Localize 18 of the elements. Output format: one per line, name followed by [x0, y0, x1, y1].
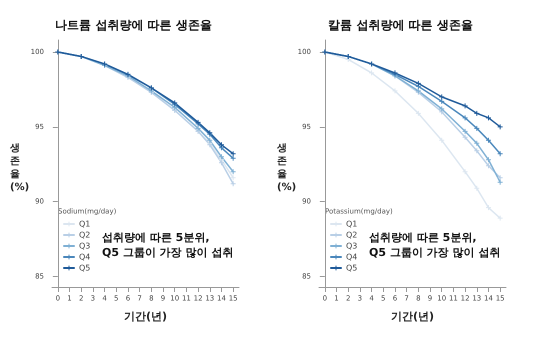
x-axis-title: 기간(년): [390, 310, 434, 323]
chart-title: 나트륨 섭취량에 따른 생존율: [55, 18, 212, 32]
legend-label: Q1: [79, 220, 90, 228]
y-axis-title: 생 존 율 (%): [276, 143, 296, 193]
x-axis-title: 기간(년): [124, 310, 168, 323]
annotation: 섭취량에 따른 5분위, Q5 그룹이 가장 많이 섭취: [369, 231, 500, 259]
legend-label: Q1: [346, 220, 358, 228]
legend-label: Q5: [79, 264, 90, 272]
legend-label: Q4: [79, 252, 90, 262]
annotation: 섭취량에 따른 5분위, Q5 그룹이 가장 많이 섭취: [102, 231, 234, 259]
legend-label: Q3: [346, 242, 358, 250]
legend-label: Q5: [346, 264, 358, 272]
legend-label: Q3: [79, 242, 90, 250]
legend-label: Q2: [79, 230, 90, 240]
legend-label: Q2: [346, 230, 358, 240]
y-axis-title: 생 존 율 (%): [9, 143, 30, 193]
chart-title: 칼륨 섭취량에 따른 생존율: [328, 18, 473, 32]
legend-label: Q4: [346, 252, 358, 262]
